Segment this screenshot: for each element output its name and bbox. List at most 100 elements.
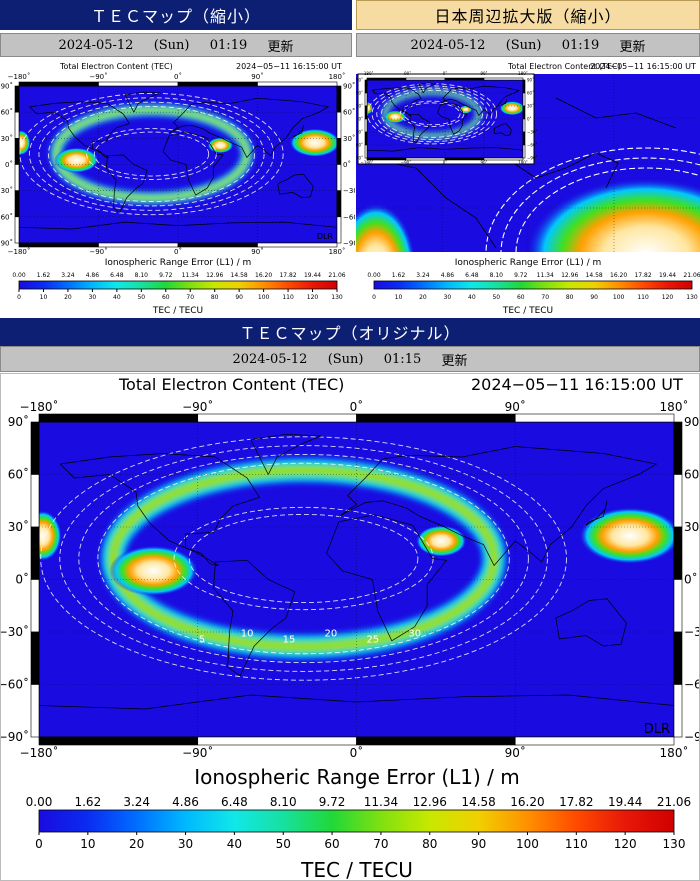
lat-tick-label-left: 30˚ (8, 519, 29, 534)
lon-tick-label-top: 180˚ (660, 399, 689, 414)
lat-tick-label-right: −90˚ (343, 239, 355, 247)
tec-ring-band (109, 466, 498, 651)
zoom-hotspot (526, 178, 700, 252)
lon-tick-label-bottom: 180˚ (518, 160, 528, 165)
tec-map-original: Total Electron Content (TEC) 2024−05−11 1… (1, 374, 700, 881)
tecu-tick-label: 10 (40, 294, 48, 301)
range-error-tick-label: 8.10 (135, 272, 149, 279)
map-frame-bar (364, 92, 368, 107)
map-frame-bar (14, 190, 20, 218)
colorbar (18, 280, 338, 290)
japan-zoom-thumbnail: Total Electron Content (TEC)2024−05−11 1… (356, 58, 700, 316)
tec-contour (93, 131, 210, 177)
tecu-tick-label: 30 (89, 294, 97, 301)
tec-ring-band (384, 91, 480, 137)
lat-tick-label-left: 30˚ (1, 135, 13, 143)
lat-tick-label-left: 0˚ (358, 116, 363, 121)
update-label: 更新 (441, 353, 468, 369)
right-update-bar: 2024-05-12 (Sun) 01:19 更新 (356, 33, 700, 57)
map-frame-bar (336, 111, 342, 139)
tecu-tick-label: 0 (35, 837, 43, 851)
map-plot-area (19, 86, 337, 243)
map-frame-bar (30, 631, 40, 685)
tec-anomaly-ring (382, 89, 482, 139)
tec-map-original-panel: Total Electron Content (TEC) 2024−05−11 1… (0, 373, 700, 881)
update-date: 2024-05-12 (58, 37, 134, 53)
tecu-axis-label: TEC / TECU (300, 858, 413, 881)
lon-tick-label-bottom: 90˚ (505, 745, 526, 760)
tecu-tick-label: 110 (565, 837, 588, 851)
tecu-tick-label: 130 (331, 294, 343, 301)
map-frame-bar (14, 216, 20, 244)
tecu-tick-label: 80 (211, 294, 219, 301)
chart-title: Total Electron Content (TEC) (59, 62, 173, 71)
map-frame-bar (514, 736, 675, 746)
lon-tick-label-bottom: −180˚ (361, 160, 374, 165)
map-frame-bar (673, 684, 683, 738)
tecu-tick-label: 20 (419, 294, 427, 301)
lat-tick-label-left: 90˚ (1, 82, 13, 90)
map-frame-bar (30, 684, 40, 738)
japan-zoom-thumbnail-link[interactable]: Total Electron Content (TEC) 2024−05−11 1… (356, 58, 700, 316)
map-frame-bar (364, 144, 368, 159)
range-error-tick-label: 16.20 (610, 272, 627, 279)
map-frame-bar (366, 77, 407, 81)
range-error-tick-label: 1.62 (392, 272, 406, 279)
range-error-tick-label: 1.62 (37, 272, 51, 279)
lat-tick-label-right: 90˚ (343, 82, 355, 90)
lat-tick-label-right: −30˚ (684, 624, 700, 639)
lat-tick-label-left: 60˚ (356, 90, 363, 95)
tec-contour (188, 513, 419, 604)
tec-contour (40, 436, 567, 681)
range-error-axis-label: Ionospheric Range Error (L1) / m (194, 765, 520, 789)
range-error-tick-label: 9.72 (514, 272, 528, 279)
tec-contour (59, 445, 548, 672)
tecu-tick-label: 120 (662, 294, 674, 301)
tec-contours (367, 83, 498, 145)
tecu-tick-label: 10 (395, 294, 403, 301)
tecu-tick-label: 90 (471, 837, 486, 851)
tecu-tick-label: 90 (235, 294, 243, 301)
lat-tick-label-right: 60˚ (684, 467, 700, 482)
tecu-tick-label: 60 (517, 294, 525, 301)
range-error-axis-label: Ionospheric Range Error (L1) / m (455, 258, 602, 268)
tecu-tick-label: 20 (64, 294, 72, 301)
range-error-tick-label: 21.06 (657, 795, 691, 809)
tec-hotspot-west-pacific (499, 101, 523, 116)
tecu-tick-label: 10 (80, 837, 95, 851)
tec-ring-hole (82, 126, 221, 182)
range-error-tick-label: 19.44 (608, 795, 642, 809)
map-frame-bar (14, 111, 20, 139)
tec-contour (376, 87, 488, 141)
lon-tick-label-top: 90˚ (251, 73, 263, 81)
map-grid (19, 86, 337, 243)
tec-contour (381, 89, 483, 138)
contour-label: 20 (325, 628, 338, 639)
map-frame-bar (98, 242, 179, 248)
map-frame-bar (30, 579, 40, 633)
contour-label: 25 (366, 634, 379, 645)
map-frame-bar (522, 79, 526, 94)
map-frame-bar (673, 474, 683, 528)
map-frame-bar (98, 81, 179, 87)
contour-label: 30 (408, 628, 421, 639)
range-error-tick-label: 16.20 (510, 795, 544, 809)
map-frame-bar (38, 413, 199, 423)
tec-hotspot-dateline (39, 510, 62, 561)
map-frame-bar (364, 131, 368, 146)
tec-map-thumbnail-link[interactable]: Total Electron Content (TEC) 2024−05−11 1… (0, 58, 355, 316)
range-error-tick-label: 19.44 (304, 272, 321, 279)
range-error-tick-label: 3.24 (123, 795, 150, 809)
chart-timestamp: 2024−05−11 16:15:00 UT (590, 62, 696, 71)
map-frame-bar (197, 736, 357, 746)
range-error-tick-label: 12.96 (561, 272, 578, 279)
lat-tick-label-right: 90˚ (684, 414, 700, 429)
tec-contour (485, 147, 700, 252)
tecu-tick-label: 110 (637, 294, 649, 301)
coastline (277, 173, 314, 198)
map-frame-bar (30, 474, 40, 528)
lat-tick-label-right: 30˚ (684, 519, 700, 534)
tecu-tick-label: 0 (17, 294, 21, 301)
contour-label: 5 (199, 634, 205, 645)
update-weekday: (Sun) (327, 351, 364, 367)
